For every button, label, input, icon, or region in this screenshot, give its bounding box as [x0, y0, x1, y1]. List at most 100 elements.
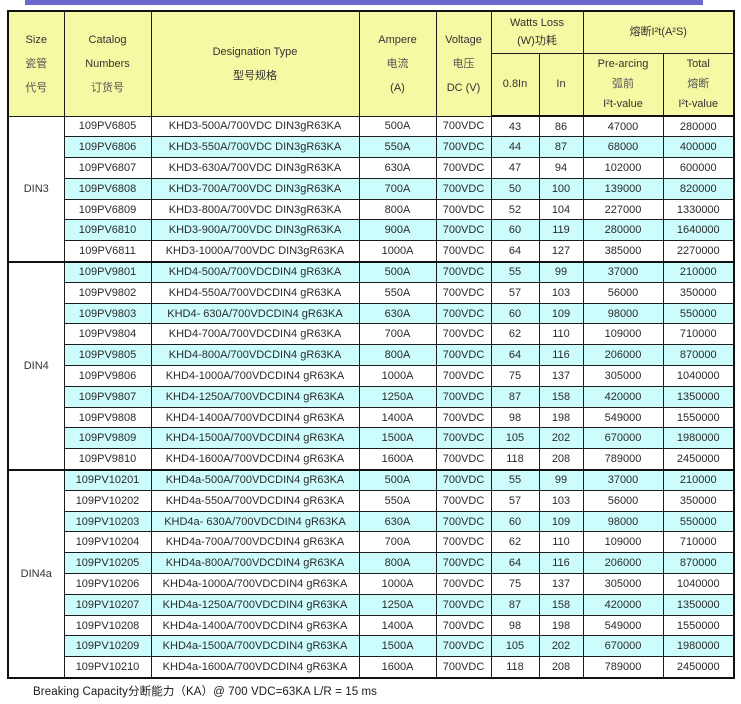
cell-designation: KHD4-1000A/700VDCDIN4 gR63KA [150, 365, 360, 387]
cell-total-i2t: 870000 [662, 344, 735, 367]
cell-ampere: 550A [358, 489, 437, 512]
cell-watts-0.8in: 105 [490, 635, 540, 658]
col-header-catalog-numbers: Catalog Numbers 订货号 [63, 10, 152, 117]
cell-prearcing-i2t: 98000 [582, 510, 664, 533]
cell-total-i2t: 400000 [662, 136, 735, 159]
col-header-voltage: Voltage 电压 DC (V) [435, 10, 492, 117]
cell-ampere: 800A [358, 198, 437, 221]
header-line: Catalog [88, 33, 127, 46]
cell-ampere: 1500A [358, 635, 437, 658]
cell-watts-0.8in: 60 [490, 219, 540, 242]
header-line: Size [25, 33, 47, 46]
header-line: 熔断 [687, 78, 710, 91]
col-header-ampere: Ampere 电流 (A) [358, 10, 437, 117]
cell-ampere: 1000A [358, 365, 437, 387]
cell-voltage: 700VDC [435, 177, 492, 200]
cell-prearcing-i2t: 206000 [582, 344, 664, 367]
cell-ampere: 550A [358, 281, 437, 304]
cell-catalog-number: 109PV9809 [63, 427, 152, 450]
cell-prearcing-i2t: 549000 [582, 406, 664, 429]
cell-voltage: 700VDC [435, 593, 492, 616]
cell-prearcing-i2t: 305000 [582, 365, 664, 387]
cell-total-i2t: 2270000 [662, 240, 735, 263]
cell-designation: KHD4-1500A/700VDCDIN4 gR63KA [150, 427, 360, 450]
cell-ampere: 800A [358, 344, 437, 367]
cell-voltage: 700VDC [435, 510, 492, 533]
cell-ampere: 630A [358, 302, 437, 325]
cell-total-i2t: 1980000 [662, 635, 735, 658]
cell-voltage: 700VDC [435, 385, 492, 408]
cell-voltage: 700VDC [435, 302, 492, 325]
table-row: 109PV9810 KHD4-1600A/700VDCDIN4 gR63KA 160… [8, 448, 735, 471]
cell-catalog-number: 109PV6811 [63, 240, 152, 263]
cell-voltage: 700VDC [435, 489, 492, 512]
cell-watts-in: 202 [538, 427, 584, 450]
cell-watts-in: 99 [538, 260, 584, 283]
col-header-i2t: 熔断I²t(A²S) [582, 10, 735, 54]
cell-watts-0.8in: 87 [490, 593, 540, 616]
cell-designation: KHD3-800A/700VDC DIN3gR63KA [150, 198, 360, 221]
cell-catalog-number: 109PV9802 [63, 281, 152, 304]
table-row: 109PV9804 KHD4-700A/700VDCDIN4 gR63KA 700A… [8, 323, 735, 346]
cell-designation: KHD4-1250A/700VDCDIN4 gR63KA [150, 385, 360, 408]
col-header-size: Size 瓷管 代号 [7, 10, 65, 117]
cell-prearcing-i2t: 98000 [582, 302, 664, 325]
header-line: I²t-value [678, 98, 719, 111]
table-row: 109PV9808 KHD4-1400A/700VDCDIN4 gR63KA 140… [8, 406, 735, 429]
cell-watts-in: 198 [538, 406, 584, 429]
header-line: I²t-value [603, 98, 643, 111]
cell-ampere: 550A [358, 136, 437, 159]
cell-voltage: 700VDC [435, 260, 492, 283]
cell-watts-in: 110 [538, 323, 584, 346]
cell-total-i2t: 820000 [662, 177, 735, 200]
cell-catalog-number: 109PV9801 [63, 260, 152, 283]
cell-watts-0.8in: 118 [490, 448, 540, 471]
cell-watts-in: 208 [538, 448, 584, 471]
cell-voltage: 700VDC [435, 406, 492, 429]
cell-prearcing-i2t: 305000 [582, 573, 664, 595]
cell-total-i2t: 600000 [662, 157, 735, 179]
cell-catalog-number: 109PV10208 [63, 614, 152, 637]
cell-total-i2t: 1330000 [662, 198, 735, 221]
header-line: (W)功耗 [517, 35, 557, 48]
breaking-capacity-note: Breaking Capacity分断能力（KA）@ 700 VDC=63KA … [33, 686, 378, 698]
cell-voltage: 700VDC [435, 468, 492, 491]
cell-watts-in: 127 [538, 240, 584, 263]
cell-ampere: 1250A [358, 593, 437, 616]
table-row: DIN4a 109PV10201 KHD4a-500A/700VDCDIN4 gR6… [7, 468, 735, 679]
cell-ampere: 1600A [358, 448, 437, 471]
cell-watts-0.8in: 75 [490, 365, 540, 387]
cell-catalog-number: 109PV6809 [63, 198, 152, 221]
cell-total-i2t: 1040000 [662, 365, 735, 387]
table-row: 109PV6810 KHD3-900A/700VDC DIN3gR63KA 900A… [8, 219, 735, 242]
cell-watts-0.8in: 118 [490, 656, 540, 679]
cell-designation: KHD4-700A/700VDCDIN4 gR63KA [150, 323, 360, 346]
cell-designation: KHD3-1000A/700VDC DIN3gR63KA [150, 240, 360, 263]
header-line: 电压 [452, 57, 475, 70]
cell-ampere: 700A [358, 177, 437, 200]
cell-prearcing-i2t: 280000 [582, 219, 664, 242]
table-row: 109PV10204 KHD4a-700A/700VDCDIN4 gR63KA 70… [8, 531, 735, 554]
col-header-designation-type: Designation Type 型号规格 [150, 10, 360, 117]
cell-total-i2t: 550000 [662, 302, 735, 325]
cell-designation: KHD4a-500A/700VDCDIN4 gR63KA [150, 468, 360, 491]
cell-watts-0.8in: 105 [490, 427, 540, 450]
cell-watts-in: 109 [538, 510, 584, 533]
cell-voltage: 700VDC [435, 323, 492, 346]
table-row: 109PV9809 KHD4-1500A/700VDCDIN4 gR63KA 150… [8, 427, 735, 450]
cell-voltage: 700VDC [435, 344, 492, 367]
table-row: 109PV9805 KHD4-800A/700VDCDIN4 gR63KA 800A… [8, 344, 735, 367]
cell-catalog-number: 109PV9807 [63, 385, 152, 408]
cell-watts-in: 137 [538, 573, 584, 595]
cell-watts-0.8in: 87 [490, 385, 540, 408]
size-group-label: DIN4 [7, 260, 65, 471]
cell-voltage: 700VDC [435, 573, 492, 595]
cell-voltage: 700VDC [435, 427, 492, 450]
cell-prearcing-i2t: 109000 [582, 531, 664, 554]
cell-catalog-number: 109PV9805 [63, 344, 152, 367]
cell-watts-0.8in: 50 [490, 177, 540, 200]
cell-watts-in: 137 [538, 365, 584, 387]
table-row: 109PV10206 KHD4a-1000A/700VDCDIN4 gR63KA 1… [8, 573, 735, 595]
cell-watts-in: 158 [538, 593, 584, 616]
